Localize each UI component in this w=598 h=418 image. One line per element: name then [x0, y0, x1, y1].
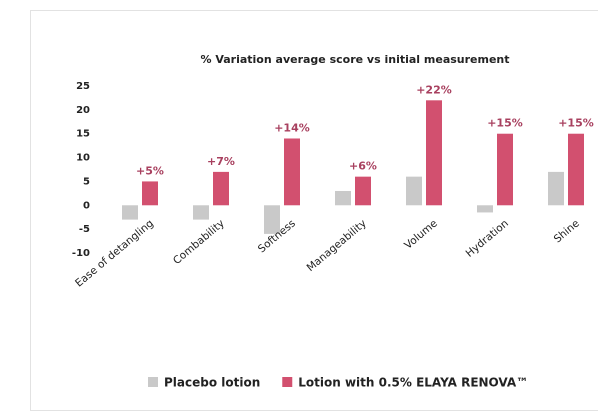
value-label: +15% — [558, 117, 594, 130]
y-tick-label: 5 — [83, 176, 90, 187]
chart-title: % Variation average score vs initial mea… — [200, 53, 509, 66]
bar — [355, 176, 371, 206]
legend-label: Placebo lotion — [164, 376, 260, 390]
bar — [426, 100, 442, 206]
y-tick-label: 15 — [76, 129, 90, 140]
value-label: +22% — [416, 83, 452, 96]
value-label: +15% — [487, 117, 523, 130]
bar — [264, 205, 280, 234]
y-tick-label: -10 — [72, 248, 90, 259]
bar — [335, 190, 351, 206]
bar — [406, 176, 422, 206]
legend-label: Lotion with 0.5% ELAYA RENOVA™ — [298, 376, 528, 390]
y-tick-label: 25 — [76, 81, 90, 92]
bar — [122, 205, 138, 220]
bar — [568, 133, 584, 206]
bar — [548, 171, 564, 206]
bar — [477, 205, 493, 213]
y-tick-label: 20 — [76, 105, 90, 116]
value-label: +7% — [207, 155, 235, 168]
bar — [142, 181, 158, 206]
value-label: +5% — [136, 164, 164, 177]
bar — [213, 171, 229, 206]
bar — [284, 138, 300, 206]
y-tick-label: 10 — [76, 153, 90, 164]
bar — [193, 205, 209, 220]
frame — [30, 10, 598, 411]
legend-swatch — [282, 377, 293, 387]
value-label: +14% — [274, 121, 310, 134]
legend-swatch — [148, 377, 158, 387]
bar — [497, 133, 513, 206]
y-tick-label: 0 — [83, 200, 90, 211]
y-tick-label: -5 — [79, 224, 90, 235]
value-label: +6% — [349, 160, 377, 173]
